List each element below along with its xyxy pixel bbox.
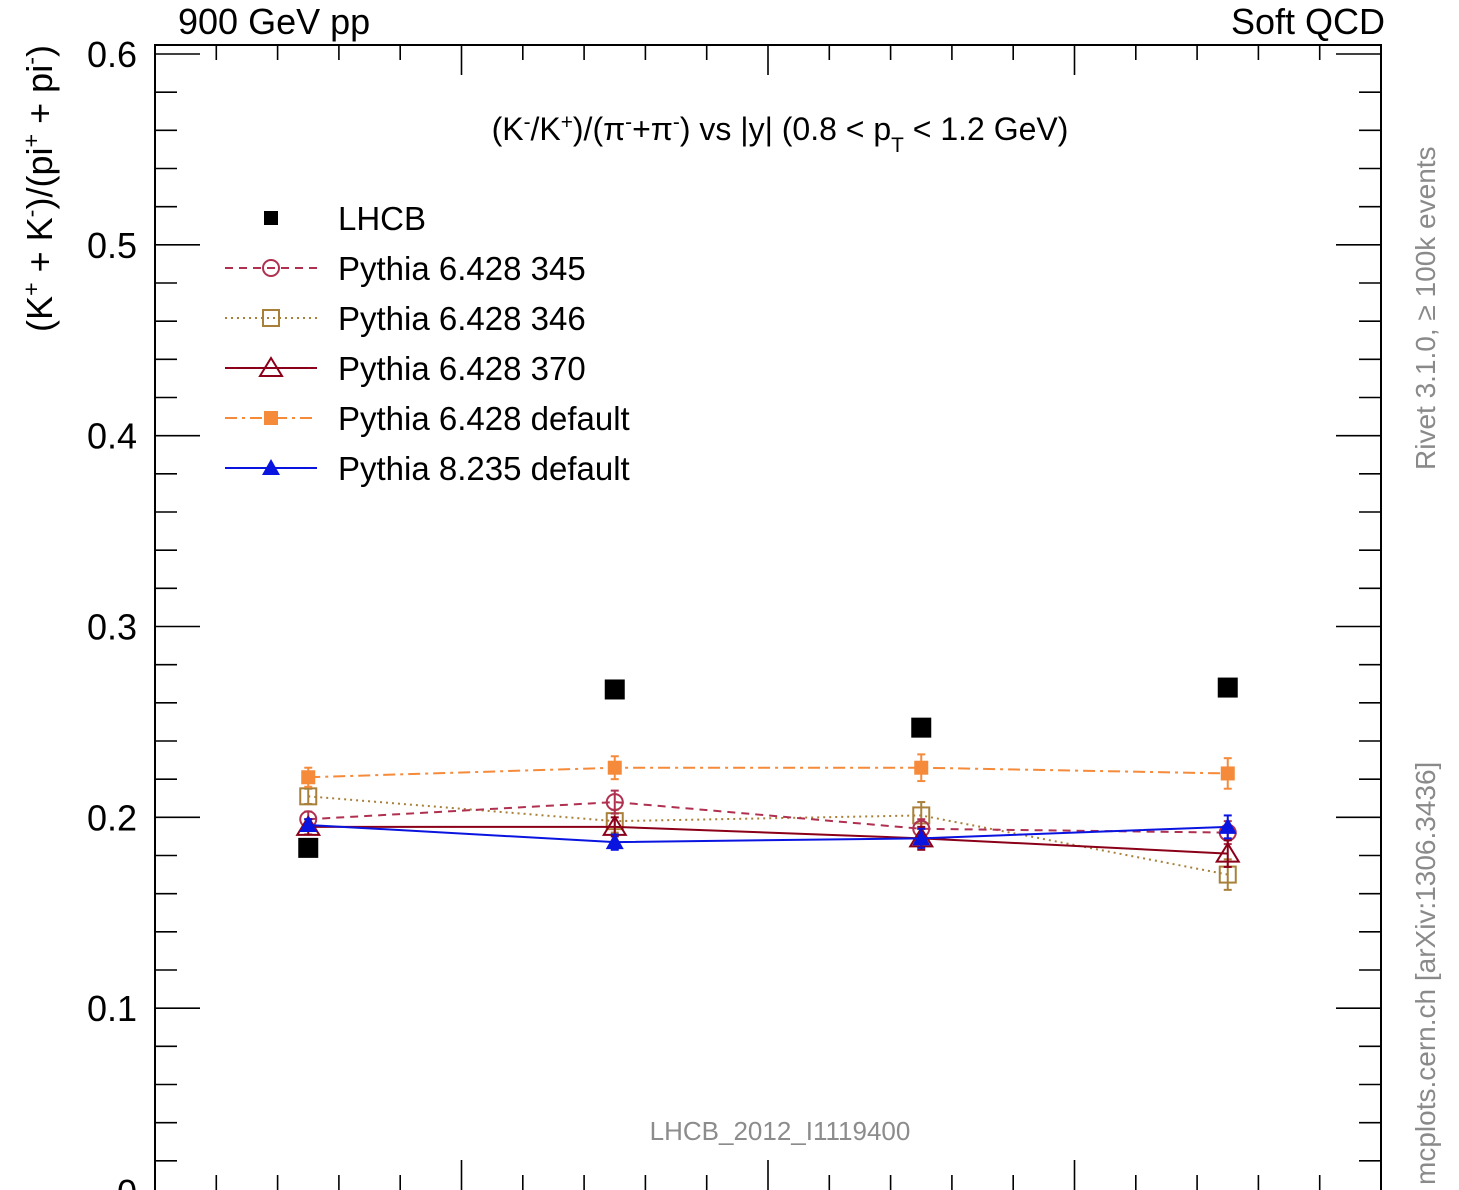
legend-marker — [264, 211, 278, 225]
y-tick-label-zero: 0 — [117, 1172, 137, 1190]
series-layer — [295, 677, 1241, 891]
series-pythia-6-428-default — [301, 753, 1235, 790]
data-point — [607, 760, 622, 775]
y-tick-label: 0.3 — [87, 607, 137, 648]
legend-label: Pythia 8.235 default — [338, 450, 630, 487]
y-tick-label: 0.1 — [87, 988, 137, 1029]
rivet-label: Rivet 3.1.0, ≥ 100k events — [1410, 146, 1441, 470]
mcplots-label: mcplots.cern.ch [arXiv:1306.3436] — [1410, 761, 1441, 1185]
legend-item: Pythia 6.428 370 — [225, 350, 586, 387]
y-tick-label: 0.2 — [87, 797, 137, 838]
series-line — [308, 823, 1228, 844]
data-point — [1214, 841, 1241, 863]
data-point — [911, 717, 932, 738]
legend-item: Pythia 6.428 default — [225, 400, 630, 437]
data-point — [298, 837, 319, 858]
data-point — [301, 770, 316, 785]
legend-label: Pythia 6.428 346 — [338, 300, 586, 337]
watermark: LHCB_2012_I1119400 — [650, 1116, 911, 1146]
legend-label: Pythia 6.428 345 — [338, 250, 586, 287]
legend-marker — [262, 309, 280, 327]
data-point — [604, 679, 625, 700]
data-point — [914, 760, 929, 775]
legend-item: Pythia 8.235 default — [225, 450, 630, 487]
series-line — [308, 795, 1228, 876]
legend-marker — [262, 459, 280, 475]
data-point — [1220, 766, 1235, 781]
legend-marker — [258, 356, 284, 377]
y-tick-label: 0.4 — [87, 416, 137, 457]
data-point — [605, 793, 624, 812]
legend-item: Pythia 6.428 345 — [225, 250, 586, 287]
data-point — [605, 833, 624, 850]
legend-label: Pythia 6.428 default — [338, 400, 630, 437]
data-point — [299, 815, 318, 832]
legend-marker — [264, 411, 278, 425]
legend-item: LHCB — [264, 200, 426, 237]
legend-label: LHCB — [338, 200, 426, 237]
data-point — [1217, 677, 1238, 698]
y-tick-labels: 0.1 0.2 0.3 0.4 0.5 0.6 0 — [87, 34, 137, 1190]
series-lhcb — [298, 677, 1238, 858]
series-pythia-6-428-345 — [299, 789, 1237, 846]
axis-ticks — [154, 45, 1382, 1190]
series-pythia-8-235-default — [299, 814, 1237, 851]
header-right: Soft QCD — [1230, 1, 1385, 42]
series-pythia-6-428-370 — [295, 814, 1241, 868]
y-tick-label: 0.5 — [87, 225, 137, 266]
header-left: 900 GeV pp — [178, 1, 371, 42]
data-point — [912, 829, 931, 846]
data-point — [299, 787, 318, 806]
legend-marker — [262, 259, 280, 277]
legend: LHCB Pythia 6.428 345 Pythia 6.428 346 Pyth… — [225, 200, 630, 487]
data-point — [1218, 817, 1237, 834]
series-line — [308, 766, 1228, 779]
y-axis-label: (K+ + K-)/(pi+ + pi-) — [18, 45, 60, 332]
series-pythia-6-428-346 — [299, 787, 1237, 891]
series-line — [308, 825, 1228, 855]
legend-item: Pythia 6.428 346 — [225, 300, 586, 337]
chart-title: (K-/K+)/(π-+π-) vs |y| (0.8 < pT < 1.2 G… — [492, 111, 1069, 157]
legend-label: Pythia 6.428 370 — [338, 350, 586, 387]
y-tick-label: 0.6 — [87, 34, 137, 75]
